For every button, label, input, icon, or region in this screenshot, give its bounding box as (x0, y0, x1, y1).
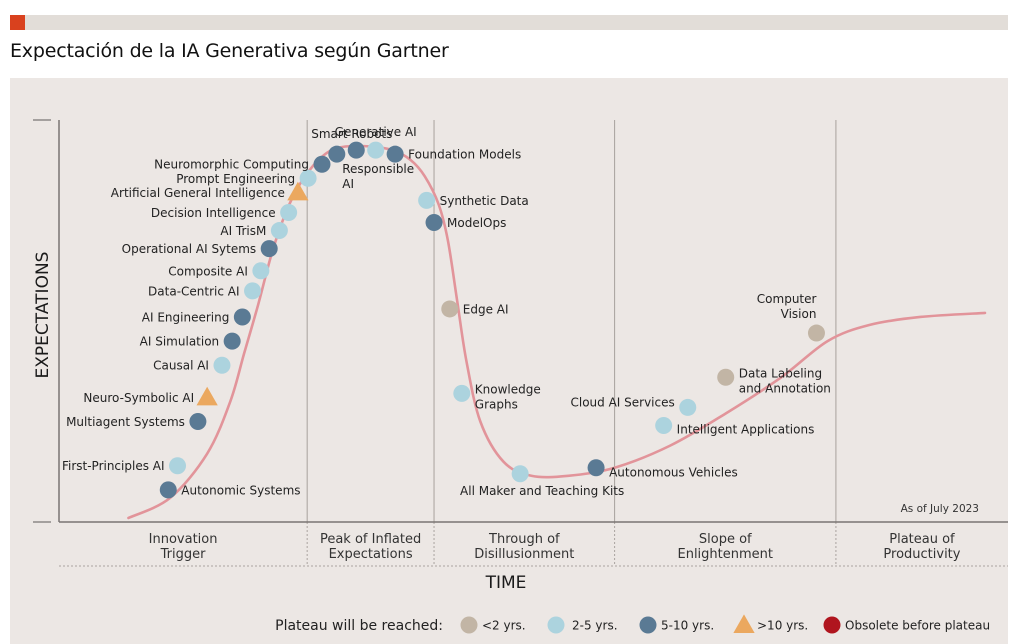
technology-marker (511, 465, 529, 483)
as-of-note: As of July 2023 (901, 503, 979, 515)
technology-marker (159, 481, 177, 499)
technology-label: Data-Centric AI (148, 284, 239, 298)
legend-marker-5to10 (639, 616, 657, 634)
technology-points (159, 141, 825, 499)
technology-label: Autonomous Vehicles (609, 466, 738, 480)
technology-marker (347, 141, 365, 159)
technology-marker (213, 356, 231, 374)
technology-label: Foundation Models (408, 148, 521, 162)
technology-label: Autonomic Systems (181, 483, 300, 497)
technology-label: Knowledge Graphs (475, 382, 541, 411)
technology-label: Neuro-Symbolic AI (83, 391, 194, 405)
legend-marker-gt10 (733, 614, 755, 633)
brand-accent-square (10, 15, 25, 30)
top-accent-bar (10, 15, 1008, 30)
technology-label: All Maker and Teaching Kits (460, 484, 624, 498)
technology-marker (441, 300, 459, 318)
technology-label: AI TrisM (220, 224, 266, 238)
phase-dividers (306, 120, 837, 566)
technology-label: Computer Vision (757, 292, 817, 321)
phase-label: Disillusionment (474, 547, 574, 562)
hype-curve (127, 144, 987, 520)
phase-label: Through of (488, 532, 560, 547)
technology-marker (189, 413, 207, 430)
phase-label: Peak of Inflated (320, 532, 421, 547)
technology-label: Smart Robots (311, 127, 392, 141)
technology-label: AI Simulation (140, 335, 219, 349)
phase-label: Productivity (883, 547, 960, 562)
technology-label: Operational AI Sytems (122, 242, 257, 256)
legend: Plateau will be reached: <2 yrs. 2-5 yrs. 5… (275, 614, 990, 634)
technology-label: Edge AI (463, 302, 509, 316)
technology-marker (453, 384, 471, 402)
legend-label: 2-5 yrs. (572, 619, 618, 633)
technology-label: ModelOps (447, 216, 506, 230)
technology-marker (196, 386, 218, 406)
technology-label: Data Labeling and Annotation (739, 366, 831, 395)
chart-panel (10, 78, 1008, 644)
technology-marker (386, 145, 404, 163)
legend-label: <2 yrs. (482, 619, 526, 633)
phase-label: Plateau of (889, 532, 955, 547)
technology-label: Multiagent Systems (66, 415, 185, 429)
legend-label: 5-10 yrs. (661, 619, 714, 633)
technology-marker (244, 282, 262, 300)
y-axis-label: EXPECTATIONS (33, 252, 53, 379)
technology-label: AI Engineering (142, 310, 230, 324)
technology-label: Generative AI (335, 125, 417, 139)
technology-label: Decision Intelligence (151, 206, 276, 220)
technology-marker (425, 214, 443, 232)
technology-marker (313, 155, 331, 173)
technology-label: Responsible AI (342, 162, 414, 191)
phase-label: Slope of (699, 532, 752, 547)
technology-label: First-Principles AI (62, 459, 165, 473)
technology-label: Neuromorphic Computing (154, 158, 309, 172)
legend-marker-lt2 (460, 616, 478, 634)
technology-marker (367, 141, 385, 159)
page-title: Expectación de la IA Generativa según Ga… (10, 40, 449, 62)
technology-label: Intelligent Applications (677, 423, 815, 437)
technology-label: Cloud AI Services (570, 395, 674, 409)
legend-label: Obsolete before plateau (845, 619, 990, 633)
technology-marker (270, 222, 288, 240)
x-axis-label: TIME (485, 573, 527, 593)
technology-marker (655, 417, 673, 435)
technology-label: Artificial General Intelligence (111, 186, 285, 200)
technology-marker (587, 459, 605, 477)
technology-marker (252, 262, 270, 280)
technology-marker (223, 332, 241, 350)
legend-marker-2to5 (547, 616, 565, 634)
technology-label: Composite AI (168, 264, 248, 278)
technology-marker (328, 145, 346, 163)
technology-marker (807, 324, 825, 342)
legend-marker-obsolete (823, 616, 841, 634)
phase-label: Trigger (160, 547, 206, 562)
technology-labels: Autonomic Systems First-Principles AI Mult… (62, 125, 831, 498)
technology-label: Synthetic Data (440, 194, 529, 208)
hype-curve-group (127, 144, 987, 520)
legend-title: Plateau will be reached: (275, 618, 443, 634)
legend-label: >10 yrs. (757, 619, 808, 633)
technology-marker (169, 457, 187, 475)
technology-marker (260, 240, 278, 258)
phase-label: Innovation (149, 532, 218, 547)
phase-label: Expectations (329, 547, 413, 562)
technology-label: Causal AI (153, 359, 209, 373)
technology-label: Prompt Engineering (176, 172, 295, 186)
technology-marker (679, 398, 697, 416)
technology-marker (233, 308, 251, 326)
technology-marker (418, 191, 436, 209)
technology-marker (717, 368, 735, 386)
technology-marker (299, 169, 317, 187)
technology-marker (287, 181, 309, 201)
technology-marker (280, 203, 298, 221)
phase-label: Enlightenment (677, 547, 773, 562)
axes (33, 119, 1008, 567)
